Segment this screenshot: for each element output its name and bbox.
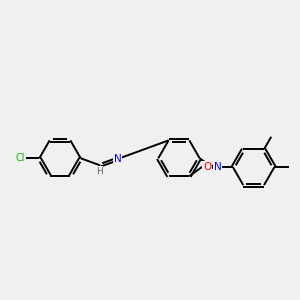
Text: Cl: Cl xyxy=(16,153,26,163)
Text: H: H xyxy=(96,167,103,176)
Text: N: N xyxy=(114,154,122,164)
Text: O: O xyxy=(203,162,211,172)
Text: N: N xyxy=(214,162,221,172)
